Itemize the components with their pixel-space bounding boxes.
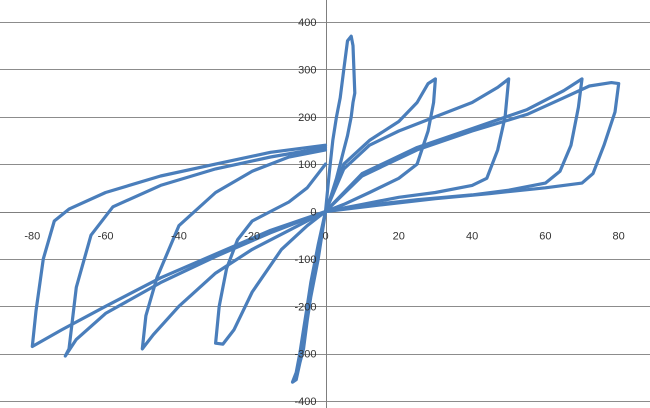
hysteresis-loop-5 (30, 80, 621, 349)
x-tick-label: 60 (539, 231, 551, 243)
x-tick-label: -80 (24, 231, 40, 243)
y-tick-label: -100 (294, 254, 316, 266)
x-tick-label: 40 (466, 231, 478, 243)
x-tick-label: 0 (322, 231, 328, 243)
y-tick-label: -400 (294, 396, 316, 408)
y-tick-label: -200 (294, 301, 316, 313)
y-tick-label: 400 (298, 17, 316, 29)
y-tick-label: 0 (310, 207, 316, 219)
hysteresis-loop-2 (214, 77, 437, 346)
x-tick-label: 80 (613, 231, 625, 243)
x-tick-label: 20 (393, 231, 405, 243)
y-tick-label: -300 (294, 349, 316, 361)
y-tick-label: 200 (298, 112, 316, 124)
x-tick-label: -40 (171, 231, 187, 243)
x-tick-label: -60 (98, 231, 114, 243)
y-tick-label: 100 (298, 159, 316, 171)
y-tick-label: 300 (298, 64, 316, 76)
series-layer (30, 34, 621, 384)
x-tick-label: -20 (244, 231, 260, 243)
tick-label-layer: -80 -60 -40 -20 0 20 40 60 80-400-300-200-100010… (24, 17, 624, 408)
